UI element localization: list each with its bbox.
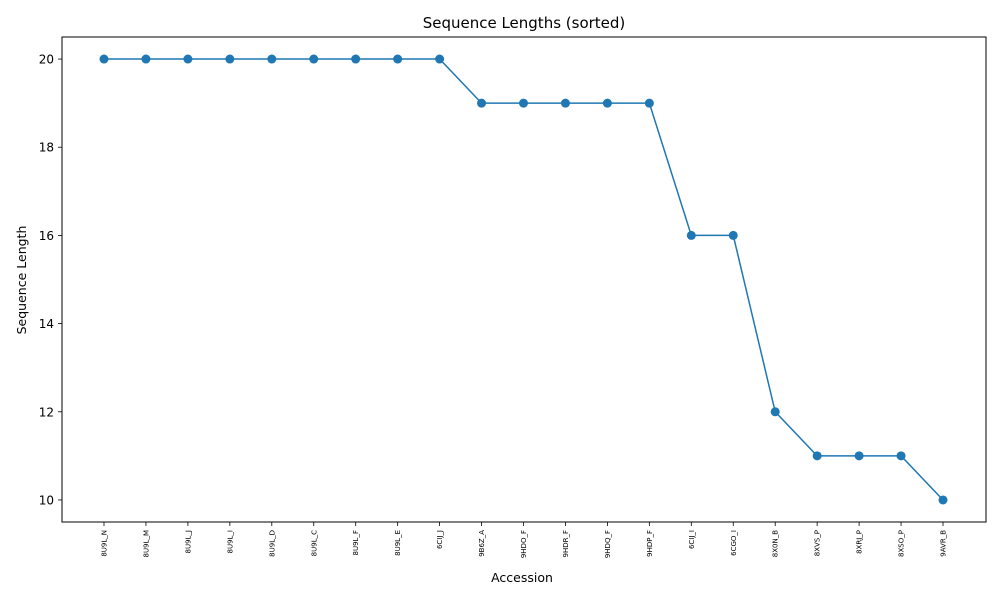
x-tick-label: 8U9L_C [310,530,318,556]
y-tick-label: 20 [39,53,54,67]
data-point [602,98,612,108]
y-tick-label: 16 [39,229,54,243]
x-tick-label: 6CIJ_I [688,530,696,549]
data-point [896,451,906,461]
x-tick-label: 8XSO_P [898,530,906,557]
y-tick-label: 18 [39,141,54,155]
x-tick-label: 9HDR_F [562,530,570,558]
data-point [99,54,109,64]
x-axis-ticks: 8U9L_N 8U9L_M 8U9L_J 8U9L_I 8U9L_D 8U9L_C 8U9L… [101,522,948,558]
data-point [267,54,277,64]
x-tick-label: 8X0N_B [772,530,780,557]
x-tick-label: 9AVR_B [940,530,948,557]
plot-area [61,36,987,523]
y-tick-label: 14 [39,317,54,331]
x-tick-label: 9HDP_F [646,530,654,557]
data-point [225,54,235,64]
x-tick-label: 8U9L_J [184,530,192,554]
x-tick-label: 8U9L_D [268,530,276,557]
data-point [854,451,864,461]
y-tick-label: 10 [39,493,54,507]
x-tick-label: 8XVS_P [814,530,822,556]
data-point [644,98,654,108]
data-point [435,54,445,64]
x-axis-label: Accession [491,570,553,585]
data-point [770,407,780,417]
x-tick-label: 8U9L_M [142,530,150,557]
data-point [812,451,822,461]
data-point [560,98,570,108]
data-point [938,495,948,505]
data-point [393,54,403,64]
x-tick-label: 8U9L_E [394,530,402,556]
x-tick-label: 6CIJ_J [436,530,444,549]
data-point [728,230,738,240]
x-tick-label: 8U9L_I [226,530,234,554]
data-point [351,54,361,64]
x-tick-label: 9HDQ_F [604,530,612,558]
x-tick-label: 9HDO_F [520,530,528,558]
x-tick-label: 8U9L_N [101,530,109,557]
y-axis-label: Sequence Length [14,226,29,335]
data-point [477,98,487,108]
x-tick-label: 6CGO_I [730,530,738,556]
data-point [183,54,193,64]
y-axis-ticks: 10 12 14 16 18 20 [39,53,62,507]
x-tick-label: 8U9L_F [352,530,360,555]
y-tick-label: 12 [39,405,54,419]
x-tick-label: 8XRJ_P [856,530,864,554]
data-point [141,54,151,64]
series-layer [99,54,948,505]
chart-title: Sequence Lengths (sorted) [423,14,626,32]
x-tick-label: 9B6Z_A [478,530,486,557]
data-point [519,98,528,108]
data-point [309,54,319,64]
data-point [686,230,696,240]
